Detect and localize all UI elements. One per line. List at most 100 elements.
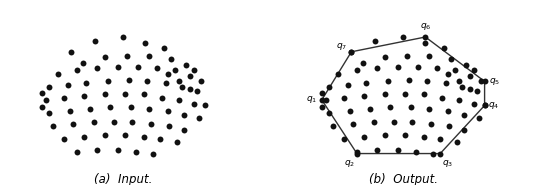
Point <box>144 108 153 111</box>
Point <box>38 106 46 109</box>
Point <box>160 47 169 50</box>
Point <box>452 141 461 144</box>
Text: $q_2$: $q_2$ <box>344 158 355 169</box>
Point <box>148 152 157 155</box>
Text: $q_6$: $q_6$ <box>419 21 431 32</box>
Point <box>393 148 402 151</box>
Point <box>165 124 174 127</box>
Point <box>469 69 478 72</box>
Point <box>156 137 165 140</box>
Point <box>120 134 129 137</box>
Point <box>82 82 91 85</box>
Point <box>371 39 380 42</box>
Point <box>465 87 474 90</box>
Point <box>163 73 172 75</box>
Point <box>132 150 141 153</box>
Point <box>104 80 113 83</box>
Point <box>133 65 142 68</box>
Point <box>412 150 421 153</box>
Point <box>139 135 148 138</box>
Point <box>386 106 395 109</box>
Point <box>358 61 367 64</box>
Point <box>349 122 358 125</box>
Point <box>93 67 102 70</box>
Point <box>100 93 109 96</box>
Point <box>197 80 206 83</box>
Point <box>181 63 190 66</box>
Point <box>139 93 148 96</box>
Point <box>347 50 356 53</box>
Point <box>128 121 137 124</box>
Point <box>54 73 63 75</box>
Point <box>143 80 152 83</box>
Point <box>113 148 122 151</box>
Point <box>78 61 87 64</box>
Point <box>180 113 189 116</box>
Point <box>67 50 76 53</box>
Point <box>443 73 452 75</box>
Text: $q_7$: $q_7$ <box>335 41 347 52</box>
Point <box>443 110 452 112</box>
Point <box>152 67 161 70</box>
Point <box>447 58 456 61</box>
Point <box>450 69 459 72</box>
Point <box>93 148 102 151</box>
Point <box>100 134 109 137</box>
Point <box>185 74 194 77</box>
Text: $q_3$: $q_3$ <box>442 158 453 169</box>
Point <box>360 95 369 98</box>
Point <box>124 78 133 81</box>
Point <box>174 98 183 101</box>
Point <box>59 97 68 100</box>
Point <box>454 98 463 101</box>
Point <box>194 117 203 120</box>
Point <box>423 80 432 83</box>
Point <box>480 104 489 107</box>
Point <box>380 93 389 96</box>
Point <box>100 56 109 59</box>
Point <box>343 84 352 87</box>
Point <box>469 102 478 105</box>
Point <box>432 67 441 70</box>
Point <box>380 134 389 137</box>
Point <box>436 137 445 140</box>
Point <box>352 69 361 72</box>
Point <box>400 93 409 96</box>
Point <box>41 98 50 101</box>
Point <box>460 128 469 131</box>
Point <box>360 135 369 138</box>
Point <box>384 80 393 83</box>
Point <box>328 124 337 127</box>
Point <box>123 54 132 57</box>
Point <box>465 74 474 77</box>
Point <box>174 80 183 83</box>
Point <box>72 69 81 72</box>
Point <box>113 65 122 68</box>
Point <box>339 137 348 140</box>
Point <box>419 135 428 138</box>
Point <box>454 80 463 83</box>
Point <box>352 152 361 155</box>
Point <box>157 97 166 100</box>
Point <box>120 93 129 96</box>
Point <box>400 134 409 137</box>
Point <box>109 121 118 124</box>
Point <box>45 85 54 88</box>
Point <box>339 97 348 100</box>
Text: $q_4$: $q_4$ <box>488 100 500 111</box>
Point <box>200 104 209 107</box>
Point <box>321 98 330 101</box>
Point <box>404 78 413 81</box>
Text: (b)  Output.: (b) Output. <box>368 173 438 185</box>
Text: $q_5$: $q_5$ <box>489 76 501 87</box>
Point <box>403 54 412 57</box>
Point <box>460 113 469 116</box>
Point <box>424 54 433 57</box>
Point <box>427 122 436 125</box>
Text: $q_1$: $q_1$ <box>306 94 317 105</box>
Point <box>63 84 72 87</box>
Point <box>480 80 489 83</box>
Point <box>318 106 326 109</box>
Point <box>119 36 128 38</box>
Point <box>80 95 89 98</box>
